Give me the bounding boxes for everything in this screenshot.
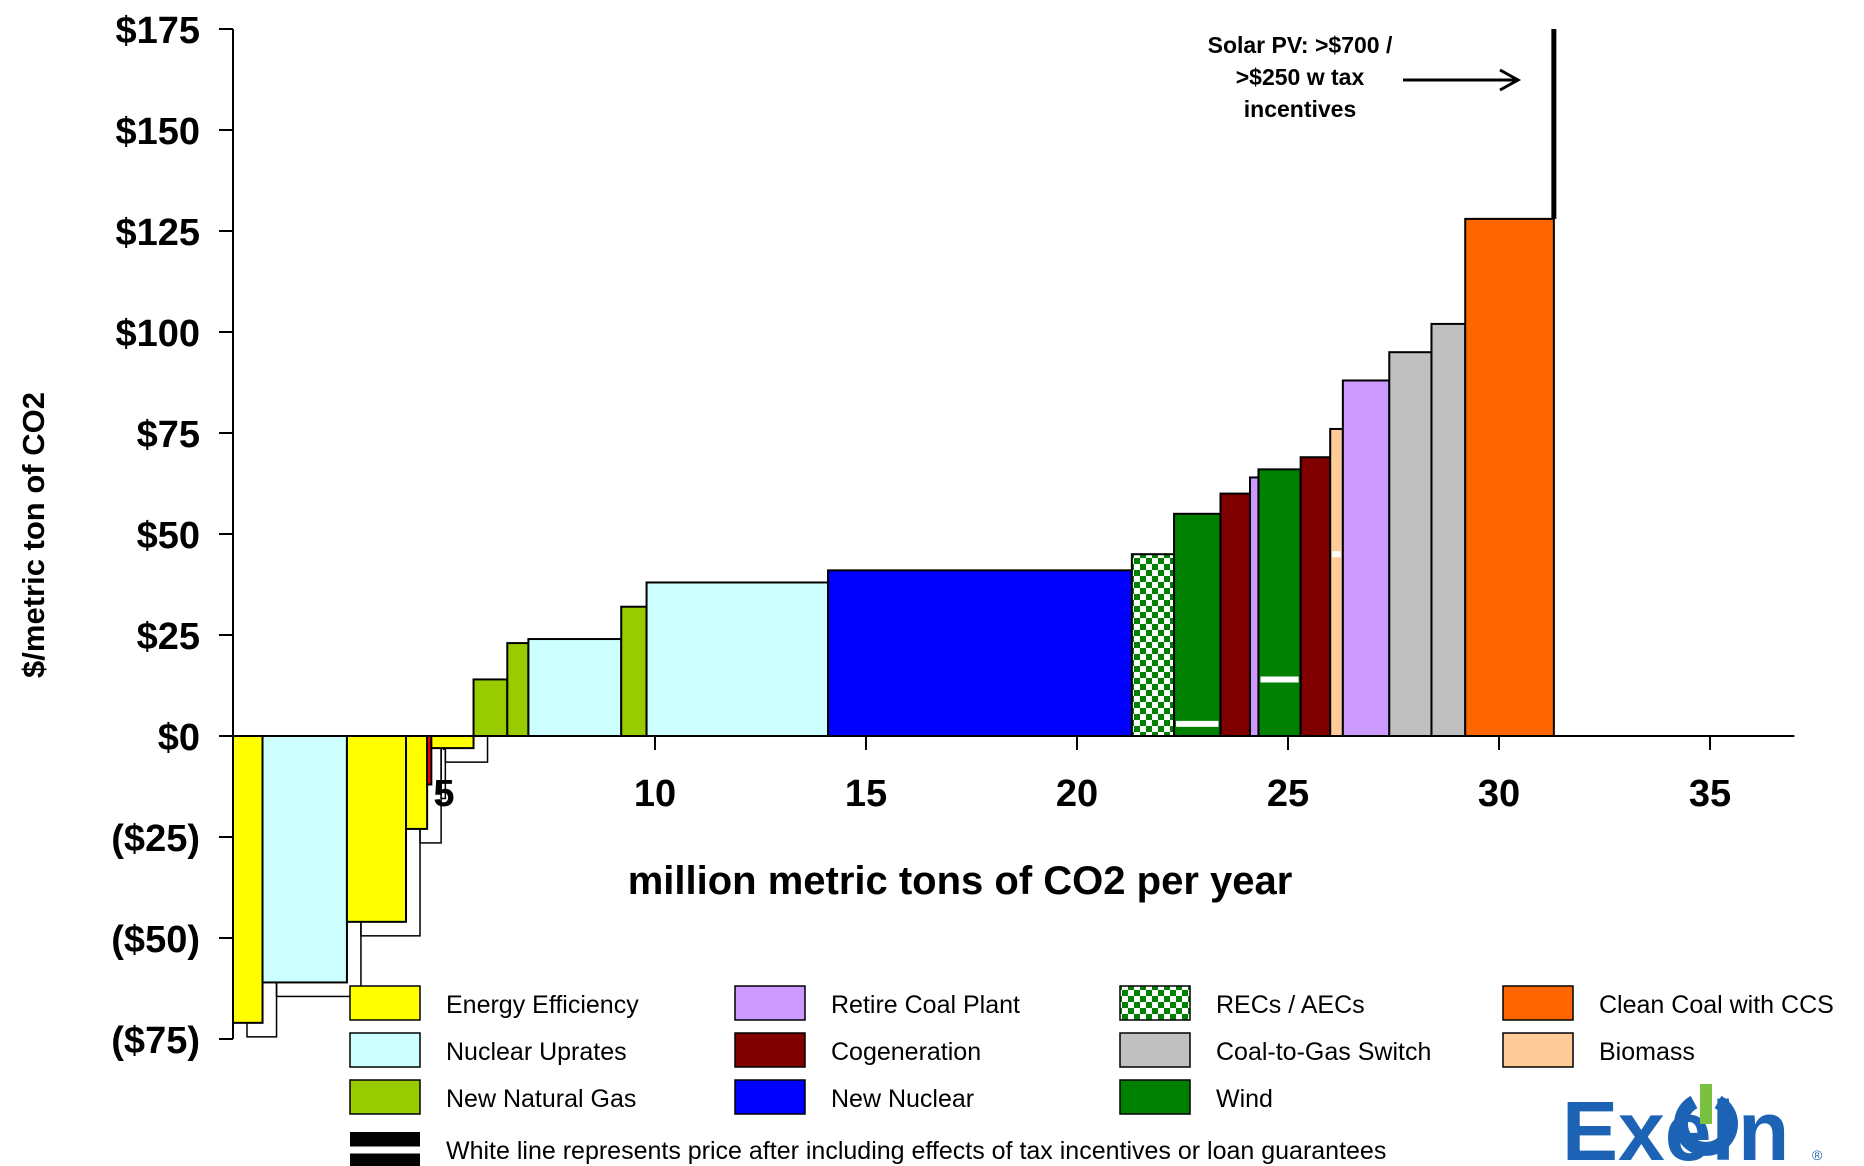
- registered-mark: ®: [1812, 1147, 1823, 1163]
- bar-new-natural-gas: [472, 678, 509, 738]
- solar-pv-annotation: Solar PV: >$700 / >$250 w tax incentives: [1208, 32, 1522, 122]
- bar-new-nuclear: [827, 569, 1133, 737]
- legend-swatch: [1119, 985, 1191, 1021]
- legend-label: Biomass: [1599, 1038, 1695, 1066]
- annotation-line-3: incentives: [1244, 96, 1357, 122]
- x-tick-label: 20: [1056, 773, 1098, 815]
- bar-coal-to-gas-switch: [1430, 322, 1467, 737]
- x-tick-label: 10: [634, 773, 676, 815]
- legend-label: RECs / AECs: [1216, 991, 1365, 1019]
- legend-label: Energy Efficiency: [446, 991, 639, 1019]
- y-tick-label: $75: [137, 414, 200, 456]
- x-tick-label: 35: [1689, 773, 1731, 815]
- legend-label: Cogeneration: [831, 1038, 981, 1066]
- y-tick-label: $50: [137, 515, 200, 557]
- legend: Energy Efficiency Nuclear Uprates New Natu…: [349, 985, 1834, 1166]
- power-symbol-icon: [1674, 1084, 1738, 1156]
- x-tick-label: 15: [845, 773, 887, 815]
- annotation-arrowhead: [1499, 68, 1522, 92]
- legend-swatch: [1119, 1032, 1191, 1068]
- bar-nuclear-uprates: [645, 581, 830, 737]
- logo-text-end: n: [1738, 1084, 1789, 1166]
- legend-label: Clean Coal with CCS: [1599, 991, 1834, 1019]
- legend-swatch: [1119, 1079, 1191, 1115]
- bar-energy-efficiency: [345, 735, 408, 923]
- y-tick-label: $175: [115, 10, 200, 52]
- legend-swatch: [349, 1079, 421, 1115]
- legend-swatch: [734, 1032, 806, 1068]
- incentive-lines: [1176, 551, 1341, 727]
- legend-swatch: [349, 985, 421, 1021]
- legend-label: New Nuclear: [831, 1085, 974, 1113]
- x-tick-label: 30: [1478, 773, 1520, 815]
- bar-nuclear-uprates: [261, 735, 348, 984]
- bar-nuclear-uprates: [527, 638, 623, 737]
- bar-energy-efficiency: [232, 735, 264, 1024]
- legend-white-line-note: White line represents price after includ…: [446, 1137, 1386, 1165]
- bar-new-natural-gas: [506, 642, 530, 738]
- y-tick-label: ($75): [111, 1020, 200, 1062]
- bar-wind: [1173, 512, 1222, 737]
- bar-cogeneration: [1219, 492, 1252, 737]
- y-axis-title: $/metric ton of CO2: [16, 392, 51, 678]
- x-tick-label: 25: [1267, 773, 1309, 815]
- legend-swatch: [1502, 985, 1574, 1021]
- y-axis: $175 $150 $125 $100 $75 $50 $25 $0 ($25) ($50) ($7…: [111, 10, 234, 1062]
- bar-red-sliver: [426, 735, 433, 786]
- bars: [232, 29, 1557, 1024]
- y-tick-label: $125: [115, 212, 200, 254]
- bar-recs-aecs: [1130, 553, 1176, 738]
- legend-swatch: [734, 985, 806, 1021]
- bar-energy-efficiency: [405, 735, 429, 830]
- x-axis-title: million metric tons of CO2 per year: [628, 859, 1293, 903]
- bar-wind: [1257, 468, 1302, 737]
- legend-label: Retire Coal Plant: [831, 991, 1020, 1019]
- legend-label: Wind: [1216, 1085, 1273, 1113]
- legend-label: Nuclear Uprates: [446, 1038, 627, 1066]
- y-tick-label: ($50): [111, 919, 200, 961]
- y-tick-label: $0: [158, 717, 200, 759]
- legend-label: New Natural Gas: [446, 1085, 636, 1113]
- bar-clean-coal-ccs: [1464, 217, 1555, 737]
- bar-retire-coal-plant: [1249, 476, 1260, 737]
- y-tick-label: $25: [137, 616, 200, 658]
- bar-new-natural-gas: [620, 605, 648, 737]
- y-tick-label: $100: [115, 313, 200, 355]
- legend-swatch: [1502, 1032, 1574, 1068]
- x-tick-label: 5: [433, 773, 454, 815]
- annotation-line-2: >$250 w tax: [1236, 64, 1365, 90]
- annotation-line-1: Solar PV: >$700 /: [1208, 32, 1393, 58]
- exelon-logo: Exel n ®: [1562, 1084, 1823, 1166]
- legend-swatch: [349, 1032, 421, 1068]
- bar-retire-coal-plant: [1341, 379, 1391, 737]
- bar-cogeneration: [1299, 456, 1332, 737]
- y-tick-label: $150: [115, 111, 200, 153]
- bar-energy-efficiency: [430, 735, 475, 750]
- legend-label: Coal-to-Gas Switch: [1216, 1038, 1431, 1066]
- y-tick-label: ($25): [111, 818, 200, 860]
- legend-swatch: [734, 1079, 806, 1115]
- bar-biomass: [1329, 427, 1344, 737]
- bar-coal-to-gas-switch: [1388, 351, 1433, 737]
